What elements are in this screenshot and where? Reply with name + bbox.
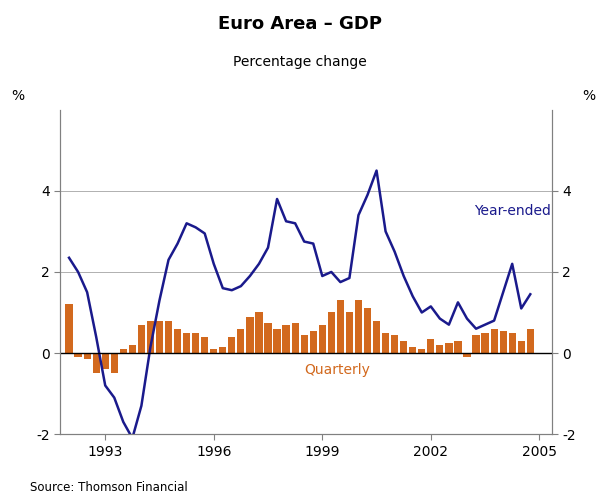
Bar [355,300,362,353]
Bar [373,321,380,353]
Text: Percentage change: Percentage change [233,55,367,69]
Bar [509,333,516,353]
Bar [219,347,226,353]
Bar [481,333,488,353]
Bar [337,300,344,353]
Bar [101,353,109,369]
Bar [391,335,398,353]
Bar [518,341,525,353]
Bar [119,349,127,353]
Bar [527,329,534,353]
Bar [319,325,326,353]
Text: %: % [583,89,595,103]
Text: %: % [11,89,25,103]
Bar [210,349,217,353]
Bar [147,321,154,353]
Text: Quarterly: Quarterly [304,363,370,377]
Text: Source: Thomson Financial: Source: Thomson Financial [30,481,188,494]
Bar [183,333,190,353]
Bar [500,331,507,353]
Bar [228,337,235,353]
Bar [83,353,91,359]
Bar [382,333,389,353]
Bar [491,329,498,353]
Bar [346,312,353,353]
Bar [237,329,244,353]
Bar [256,312,263,353]
Bar [445,343,452,353]
Bar [400,341,407,353]
Bar [74,353,82,357]
Bar [138,325,145,353]
Bar [129,345,136,353]
Bar [274,329,281,353]
Bar [409,347,416,353]
Bar [65,304,73,353]
Bar [92,353,100,373]
Bar [292,323,299,353]
Text: Euro Area – GDP: Euro Area – GDP [218,15,382,33]
Text: Year-ended: Year-ended [474,204,551,218]
Bar [328,312,335,353]
Bar [156,321,163,353]
Bar [247,316,254,353]
Bar [463,353,470,357]
Bar [165,321,172,353]
Bar [436,345,443,353]
Bar [310,331,317,353]
Bar [192,333,199,353]
Bar [110,353,118,373]
Bar [283,325,290,353]
Bar [174,329,181,353]
Bar [301,335,308,353]
Bar [427,339,434,353]
Bar [472,335,479,353]
Bar [418,349,425,353]
Bar [364,308,371,353]
Bar [201,337,208,353]
Bar [265,323,272,353]
Bar [454,341,461,353]
